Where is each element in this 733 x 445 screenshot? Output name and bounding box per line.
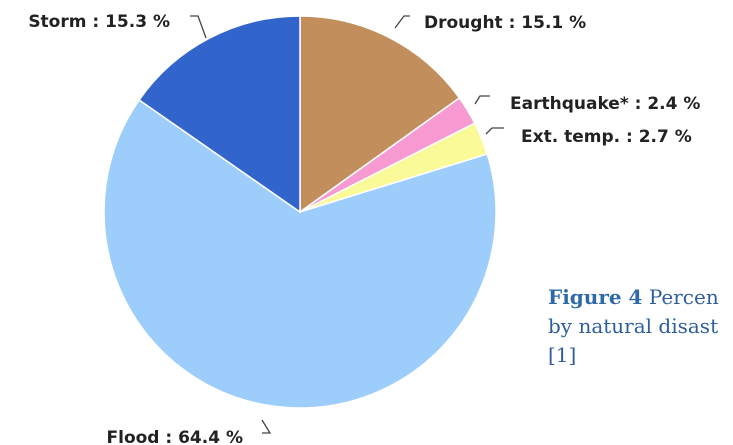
pie-slice-storm — [138, 15, 301, 214]
leader-line — [485, 127, 504, 135]
leader-line — [474, 95, 490, 105]
slice-label: Earthquake* : 2.4 % — [510, 94, 700, 114]
pie-slice-flood — [103, 98, 497, 409]
slice-label: Drought : 15.1 % — [424, 13, 586, 33]
leader-line — [394, 15, 410, 29]
leader-line — [261, 419, 272, 434]
figure-caption-line1: Percen — [648, 285, 719, 309]
slice-label: Flood : 64.4 % — [107, 428, 244, 445]
slice-label: Ext. temp. : 2.7 % — [521, 127, 692, 147]
figure-caption-line3: [1] — [548, 343, 577, 367]
figure-caption-line2: by natural disast — [548, 314, 719, 338]
slice-label: Storm : 15.3 % — [28, 12, 170, 32]
leader-line — [190, 15, 207, 39]
figure-caption-label: Figure 4 — [548, 285, 643, 309]
figure-caption: Figure 4 Percen by natural disast [1] — [548, 283, 719, 370]
pie-slice-drought — [299, 15, 461, 214]
